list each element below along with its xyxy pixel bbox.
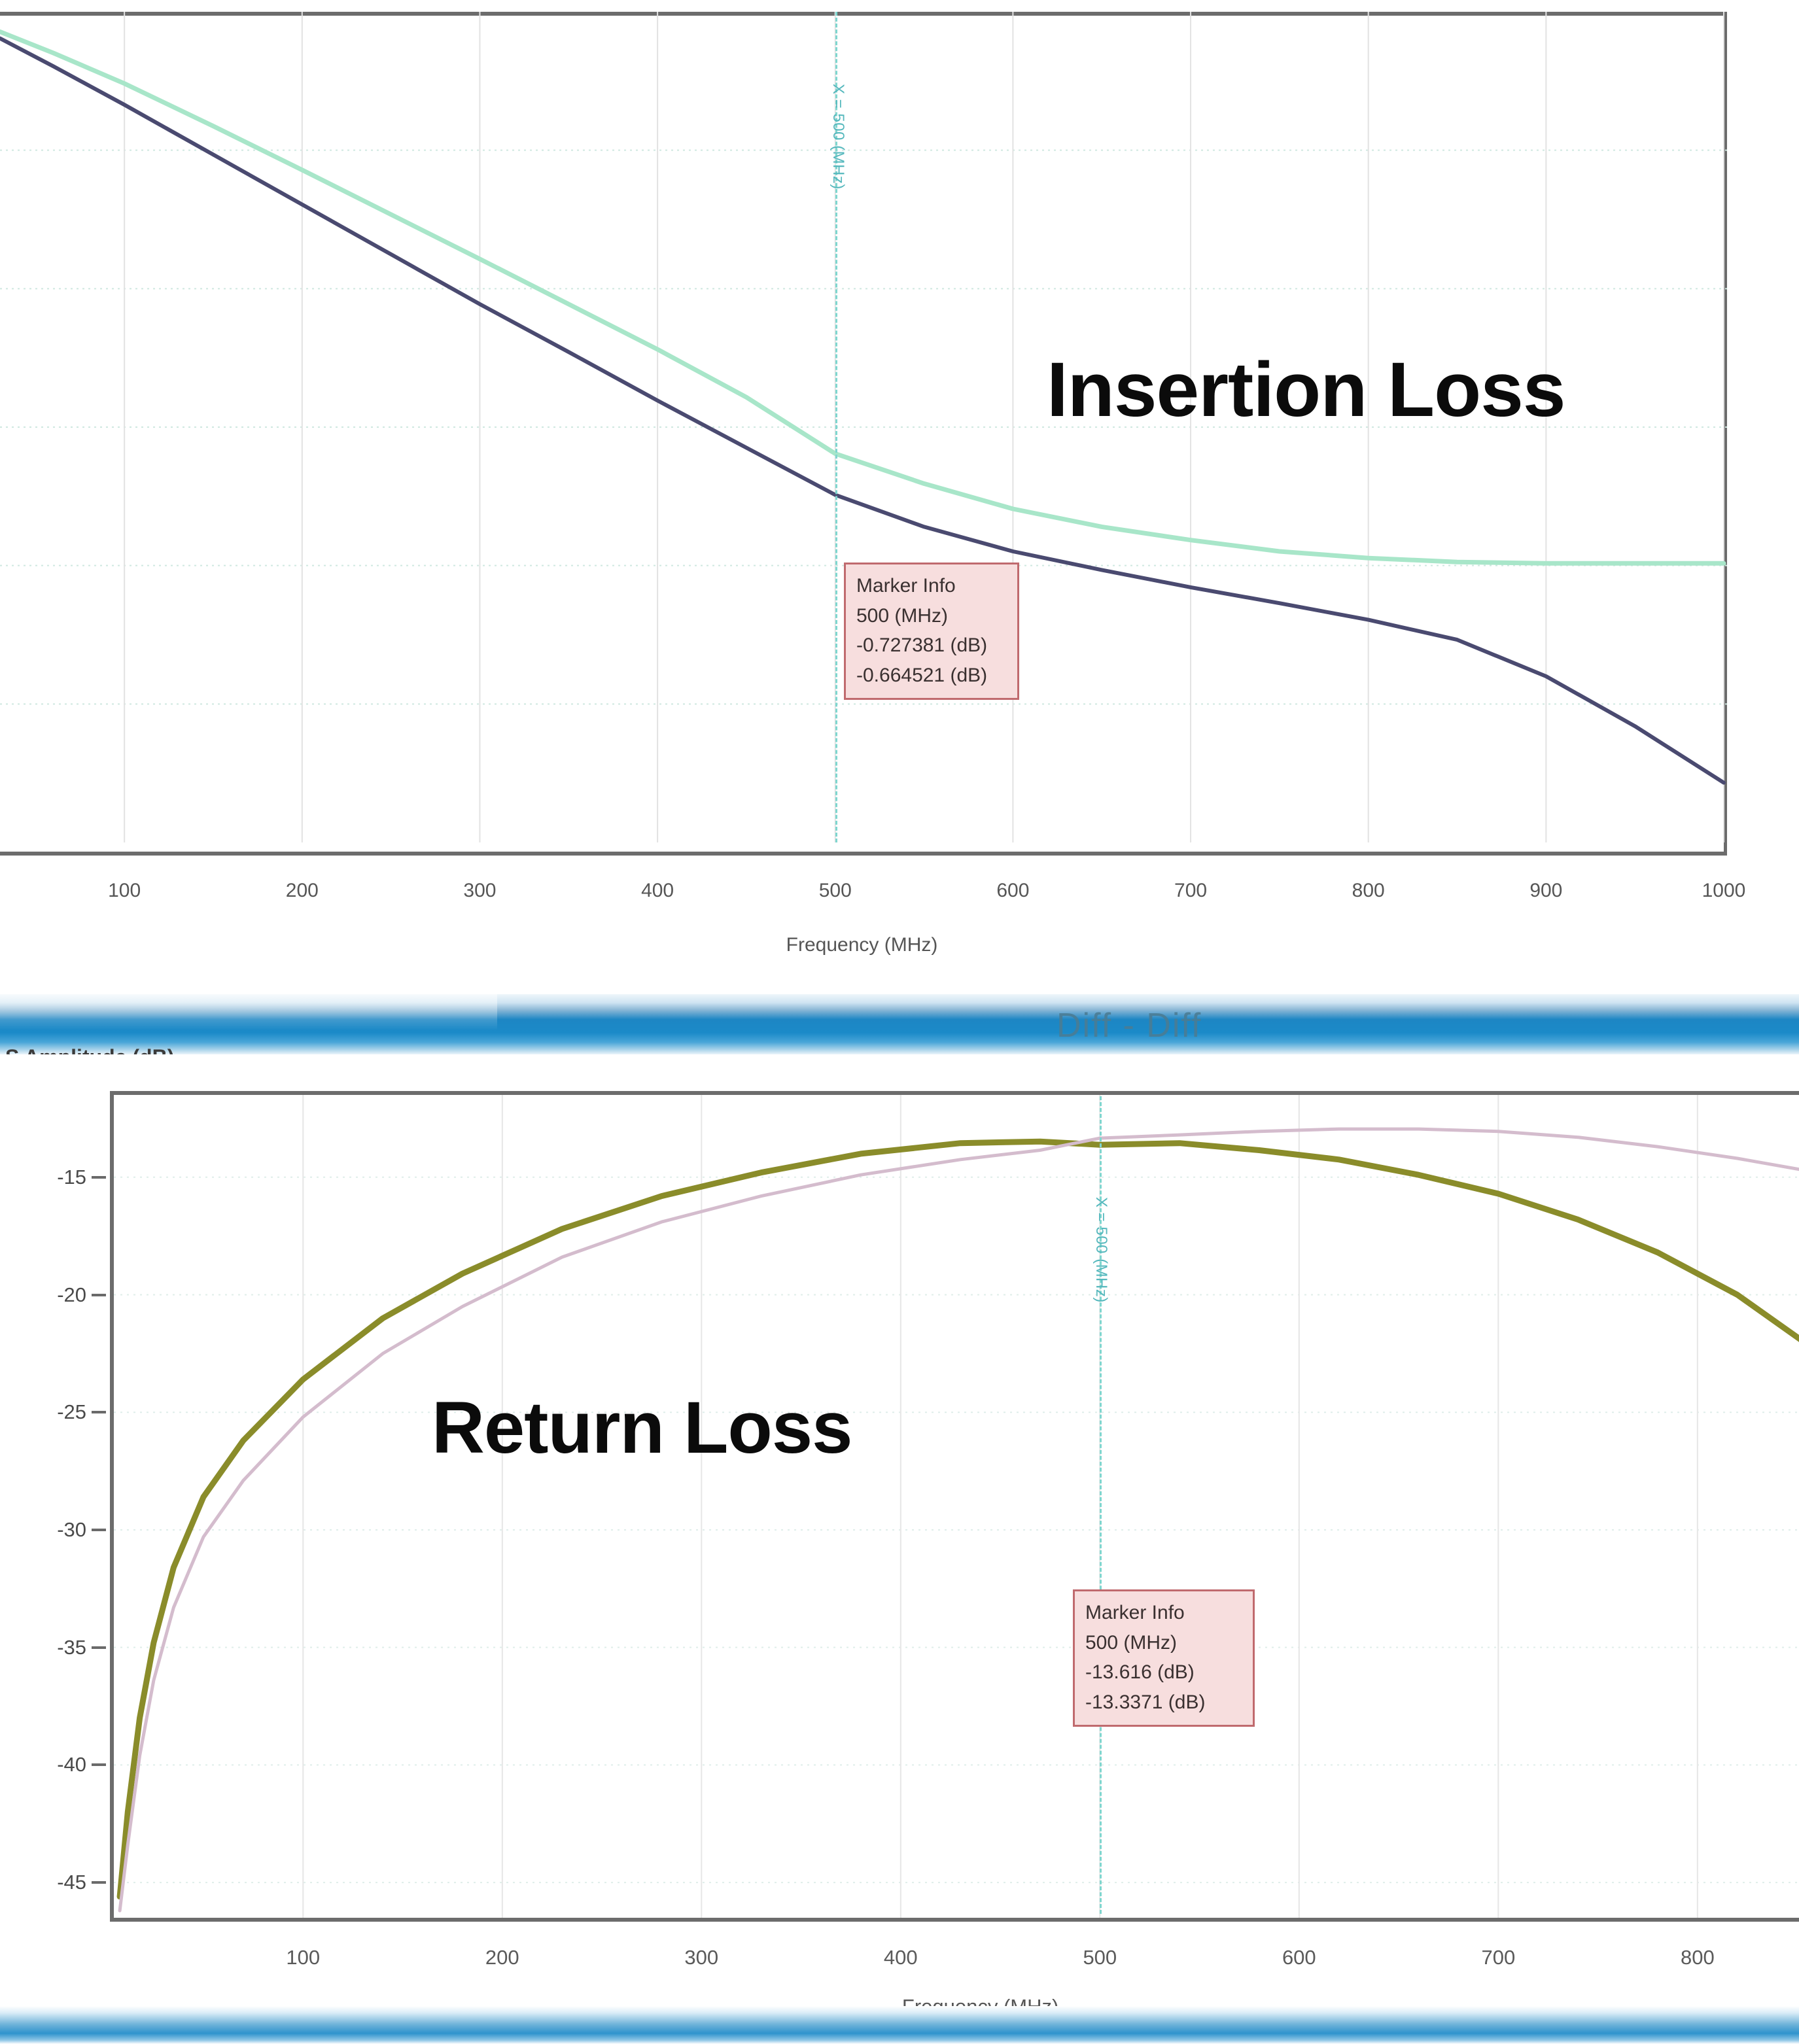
y-tick-mark [92,1763,106,1767]
insertion-loss-plot-area [0,0,1727,857]
y-tick-label: -30 [57,1517,86,1541]
x-tick-label: 500 [818,880,852,901]
diff-diff-title: Diff - Diff [1057,1007,1202,1045]
return-loss-marker-line [1100,1096,1102,1914]
x-tick-label: 700 [1174,880,1208,901]
insertion-loss-marker-info-box[interactable]: Marker Info 500 (MHz) -0.727381 (dB) -0.… [844,563,1019,701]
marker-info-frequency: 500 (MHz) [1085,1631,1178,1654]
x-tick-label: 700 [1481,1946,1516,1969]
y-tick-label: -15 [57,1165,86,1188]
return-loss-title: Return Loss [432,1387,852,1468]
marker-info-title: Marker Info [1085,1602,1185,1623]
x-tick-label: 800 [1680,1946,1715,1969]
marker-info-value-2: -0.664521 (dB) [856,664,988,686]
x-tick-label: 300 [463,880,497,901]
return-loss-marker-axis-label: X = 500 (MHz) [1092,1197,1111,1303]
y-tick-label: -40 [57,1753,86,1776]
marker-info-title: Marker Info [856,575,956,597]
x-tick-label: 200 [285,880,319,901]
separator-sheen [0,994,497,1054]
x-tick-label: 600 [996,880,1030,901]
y-tick-mark [92,1293,106,1296]
insertion-loss-marker-line [835,12,837,842]
y-tick-label: -35 [57,1635,86,1659]
insertion-loss-title: Insertion Loss [1047,347,1565,433]
marker-info-value-1: -13.616 (dB) [1085,1661,1195,1684]
return-loss-x-tick-labels: 100 200 300 400 500 600 700 800 [0,1946,1799,1985]
y-tick-label: -45 [57,1871,86,1894]
x-tick-label: 1000 [1702,880,1746,901]
bottom-window-strip [0,2006,1799,2044]
insertion-loss-panel: 100 200 300 400 500 600 700 800 900 1000 Frequenc… [0,0,1799,994]
x-tick-label: 400 [883,1946,918,1969]
y-tick-mark [92,1411,106,1414]
return-loss-plot-frame [110,1091,1799,1922]
x-tick-label: 300 [684,1946,719,1969]
y-tick-mark [92,1528,106,1531]
y-tick-mark [92,1175,106,1179]
insertion-loss-x-axis-title: Frequency (MHz) [786,934,938,956]
x-tick-label: 900 [1529,880,1563,901]
x-tick-label: 600 [1282,1946,1316,1969]
y-tick-label: -20 [57,1283,86,1306]
marker-info-value-1: -0.727381 (dB) [856,634,988,657]
y-tick-mark [92,1881,106,1884]
x-tick-label: 100 [286,1946,321,1969]
marker-info-value-2: -13.3371 (dB) [1085,1691,1206,1713]
panel-separator-bar [0,994,1799,1054]
marker-info-frequency: 500 (MHz) [856,604,949,627]
x-tick-label: 800 [1352,880,1385,901]
x-tick-label: 400 [641,880,674,901]
return-loss-svg [114,1095,1799,1918]
insertion-loss-plot-frame [0,12,1727,856]
insertion-loss-x-tick-labels: 100 200 300 400 500 600 700 800 900 1000 [0,880,1745,919]
insertion-loss-marker-axis-label: X = 500 (MHz) [829,84,847,190]
x-tick-label: 100 [108,880,141,901]
return-loss-y-tick-labels: -15 -20 -25 -30 -35 -40 -45 [0,1091,105,1922]
y-tick-mark [92,1646,106,1649]
x-tick-label: 500 [1083,1946,1117,1969]
return-loss-marker-info-box[interactable]: Marker Info 500 (MHz) -13.616 (dB) -13.3… [1073,1589,1255,1727]
y-tick-label: -25 [57,1400,86,1424]
x-tick-label: 200 [485,1946,519,1969]
